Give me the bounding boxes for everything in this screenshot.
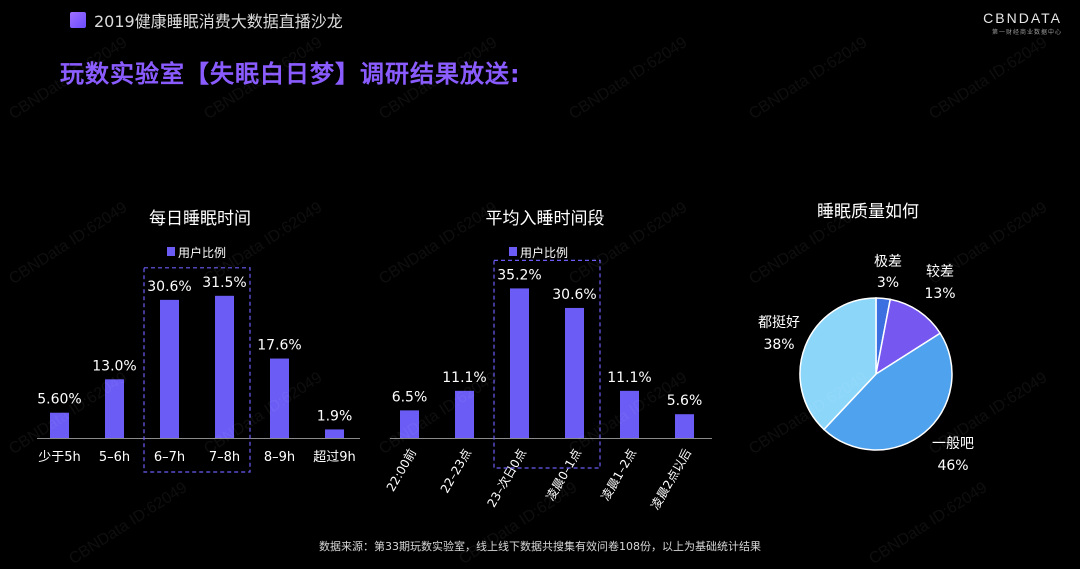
data-label: 11.1%: [607, 370, 651, 386]
pie-slice: [799, 297, 877, 431]
chart-title: 每日睡眠时间: [149, 209, 251, 229]
tick-label: 少于5h: [38, 450, 81, 465]
highlight-box: [493, 259, 601, 469]
tick-label: 22:00前: [383, 446, 419, 494]
pie-slice-value: 38%: [763, 337, 794, 353]
legend-swatch: [509, 247, 517, 256]
event-title: 2019健康睡眠消费大数据直播沙龙: [94, 12, 343, 31]
pie-slice-name: 较差: [926, 264, 954, 280]
logo-tagline: 第一财经商业数据中心: [991, 29, 1062, 36]
bar: [455, 390, 474, 438]
legend-swatch: [167, 247, 175, 256]
legend-label: 用户比例: [178, 245, 226, 260]
data-label: 35.2%: [497, 267, 541, 283]
data-label: 17.6%: [257, 338, 301, 354]
tick-label: 凌晨1–2点: [598, 447, 639, 504]
data-source-note: 数据来源：第33期玩数实验室，线上线下数据共搜集有效问卷108份，以上为基础统计…: [319, 540, 761, 553]
logo-name: CBNDATA: [983, 10, 1062, 26]
bar: [510, 288, 529, 438]
chart-title: 平均入睡时间段: [486, 209, 605, 229]
bar: [675, 414, 694, 438]
pie-slice-value: 3%: [877, 275, 899, 291]
main-title: 玩数实验室【失眠白日梦】调研结果放送:: [60, 60, 521, 88]
tick-label: 7–8h: [209, 450, 240, 465]
bar: [400, 410, 419, 438]
bar: [565, 307, 584, 438]
cbndata-logo: CBNDATA 第一财经商业数据中心: [983, 10, 1062, 36]
tick-label: 超过9h: [313, 450, 356, 465]
bar: [325, 429, 344, 438]
data-label: 1.9%: [317, 408, 353, 424]
pie-slice-name: 一般吧: [932, 436, 974, 452]
tick-label: 6–7h: [154, 450, 185, 465]
tick-label: 22–23点: [438, 447, 474, 496]
pie-slice-value: 13%: [924, 286, 955, 302]
data-label: 5.6%: [667, 393, 703, 409]
data-label: 5.60%: [37, 392, 81, 408]
data-label: 30.6%: [552, 287, 596, 303]
bar: [160, 299, 179, 438]
data-label: 31.5%: [202, 275, 246, 291]
tick-label: 5–6h: [99, 450, 130, 465]
tick-label: 23–次日0点: [485, 447, 530, 510]
highlight-box: [143, 267, 251, 473]
bar: [105, 379, 124, 438]
data-label: 11.1%: [442, 370, 486, 386]
bar: [270, 358, 289, 438]
bar: [215, 295, 234, 438]
data-label: 30.6%: [147, 279, 191, 295]
pie-slice-value: 46%: [937, 458, 968, 474]
bar: [50, 412, 69, 438]
pie-title: 睡眠质量如何: [817, 202, 919, 222]
legend-label: 用户比例: [520, 245, 568, 260]
pie-slice-name: 极差: [874, 254, 902, 270]
pie-slice-name: 都挺好: [758, 315, 800, 331]
pie-slice: [874, 298, 942, 376]
data-label: 13.0%: [92, 358, 136, 374]
tick-label: 凌晨2点以后: [648, 447, 694, 513]
bar: [620, 390, 639, 438]
tick-label: 凌晨0–1点: [543, 447, 584, 504]
tick-label: 8–9h: [264, 450, 295, 465]
data-label: 6.5%: [392, 389, 428, 405]
header-tag-icon: [70, 12, 86, 28]
pie-slice: [822, 332, 953, 451]
